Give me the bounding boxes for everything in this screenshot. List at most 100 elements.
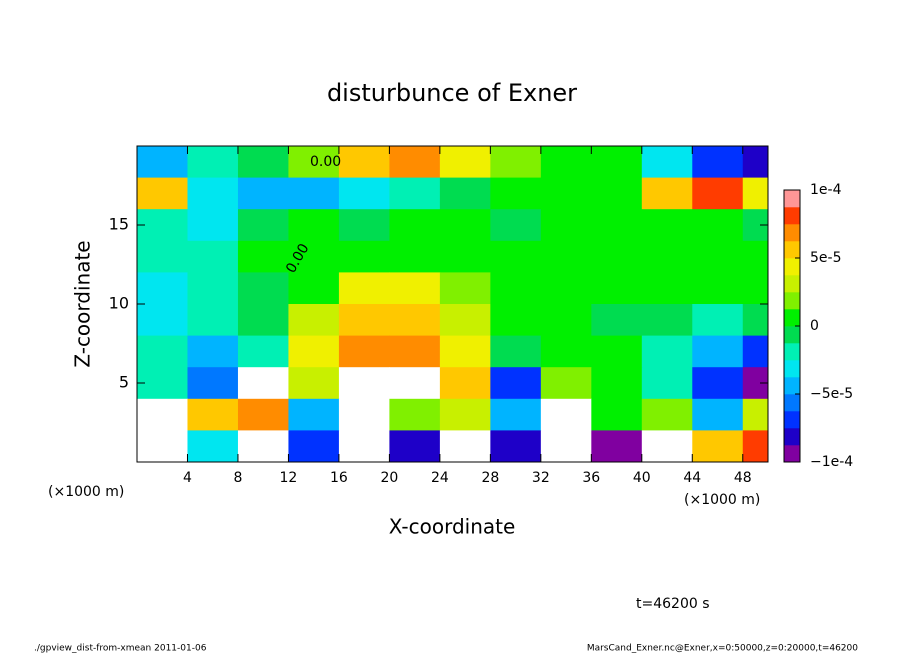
cell [641,146,693,179]
cell [439,367,491,400]
cell [540,240,592,273]
cell [692,146,744,179]
cell [137,335,188,368]
cell [137,177,188,210]
cell [288,272,340,305]
cell [338,272,390,305]
cell [591,398,643,431]
cell [389,146,441,179]
cell [641,367,693,400]
x-tick-label: 36 [582,470,600,486]
cell [540,430,592,462]
cell [137,304,188,337]
cell [237,177,289,210]
cell [490,304,542,337]
cell [490,272,542,305]
cell [338,430,390,462]
cell [591,240,643,273]
colorbar-tick-label: 0 [810,318,819,334]
cell [237,430,289,462]
cell [641,304,693,337]
cell [692,240,744,273]
cell [540,304,592,337]
colorbar-tick-label: 5e-5 [810,250,841,266]
cell [338,146,390,179]
cell [641,398,693,431]
cell [591,146,643,179]
cell [742,240,768,273]
cell [692,177,744,210]
x-tick-label: 12 [280,470,298,486]
colorbar-swatch [784,224,800,242]
cell [237,272,289,305]
cell [288,304,340,337]
cell [187,398,239,431]
cell [389,209,441,242]
cell [692,430,744,462]
colorbar-swatch [784,445,800,463]
cell [137,240,188,273]
cell [237,240,289,273]
cell [389,367,441,400]
cell [338,304,390,337]
x-unit-label: (×1000 m) [684,492,760,508]
colorbar-swatch [784,241,800,259]
cell [439,304,491,337]
cell [237,398,289,431]
cell [742,335,768,368]
colorbar-swatch [784,190,800,208]
cell [692,304,744,337]
cell [540,272,592,305]
x-axis-label: X-coordinate [389,515,516,539]
cell [288,398,340,431]
cell [641,272,693,305]
cell [288,146,340,179]
cell [742,398,768,431]
colorbar-tick-label: −1e-4 [810,454,853,470]
x-tick-label: 48 [734,470,752,486]
cell [137,367,188,400]
cell [490,367,542,400]
cell [389,272,441,305]
x-tick-label: 32 [532,470,550,486]
cell [540,367,592,400]
y-tick-label: 15 [109,215,129,234]
colorbar-swatch [784,377,800,395]
cell [439,398,491,431]
x-tick-label: 16 [330,470,348,486]
cell [490,146,542,179]
cell [490,398,542,431]
cell [288,430,340,462]
cell [641,335,693,368]
cell [439,272,491,305]
cell [187,430,239,462]
colorbar-swatch [784,309,800,327]
cell [187,146,239,179]
colorbar-swatch [784,411,800,429]
cell [490,240,542,273]
cell [692,209,744,242]
cell [237,146,289,179]
cell [439,209,491,242]
colorbar-swatch [784,326,800,344]
x-tick-label: 44 [683,470,701,486]
cell [540,398,592,431]
x-tick-label: 28 [481,470,499,486]
cell [490,335,542,368]
cell [137,398,188,431]
cell [641,430,693,462]
cell [591,304,643,337]
colorbar-swatch [784,258,800,276]
cell [137,430,188,462]
y-axis-label: Z-coordinate [71,240,95,367]
x-tick-label: 24 [431,470,449,486]
cell [692,272,744,305]
x-tick-label: 4 [183,470,192,486]
cell [187,209,239,242]
x-tick-label: 8 [233,470,242,486]
cell [389,335,441,368]
cell [540,177,592,210]
cell [338,367,390,400]
cell [641,240,693,273]
cell [187,177,239,210]
